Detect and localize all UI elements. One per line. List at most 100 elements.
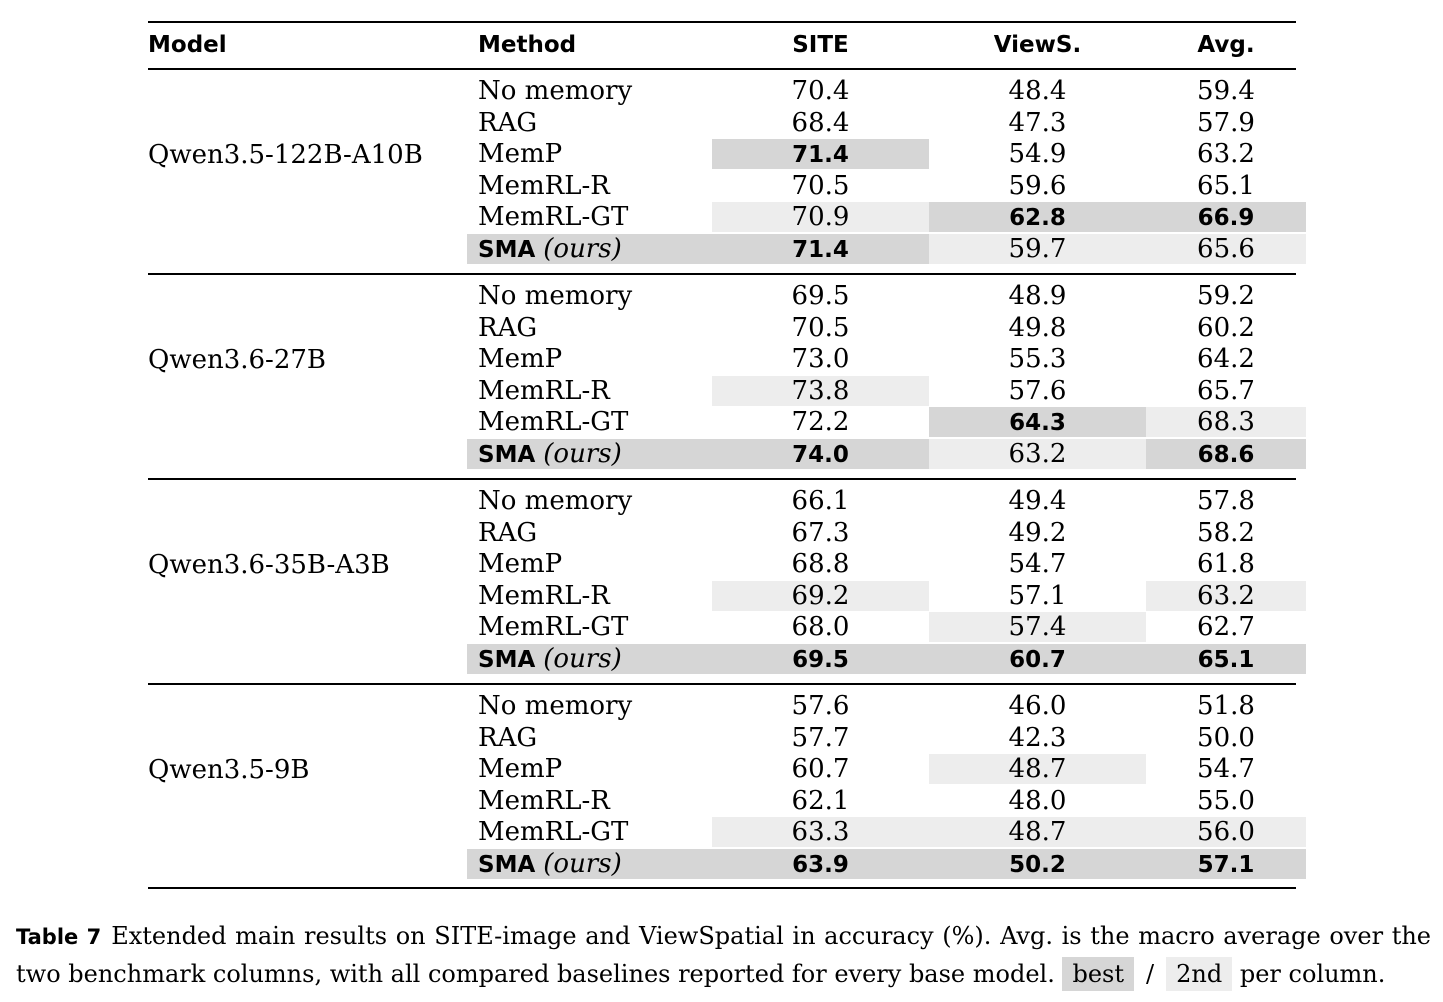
- site-value: 71.4: [712, 139, 929, 170]
- site-value-text: 69.2: [791, 580, 850, 611]
- table-bottom-rule: [148, 887, 1296, 889]
- views-value: 57.4: [929, 612, 1146, 643]
- views-value-text: 42.3: [1008, 722, 1067, 753]
- method-cell: MemP: [478, 549, 563, 580]
- site-value-text: 60.7: [791, 754, 850, 785]
- model-name: Qwen3.5-122B-A10B: [148, 140, 423, 170]
- avg-value: 55.0: [1146, 786, 1306, 816]
- views-value-text: 48.0: [1008, 785, 1067, 816]
- site-value-text: 70.4: [791, 76, 850, 106]
- site-value: 63.9: [712, 849, 929, 879]
- avg-value-text: 64.2: [1197, 344, 1255, 375]
- method-cell: RAG: [478, 107, 538, 138]
- site-value: 73.8: [712, 375, 929, 406]
- method-cell: MemP: [478, 344, 563, 375]
- method-cell: No memory: [478, 486, 633, 516]
- views-value: 50.2: [929, 849, 1146, 879]
- avg-value: 66.9: [1146, 202, 1306, 233]
- views-value: 49.8: [929, 313, 1146, 343]
- method-suffix: (ours): [543, 849, 622, 879]
- site-value: 70.5: [712, 171, 929, 201]
- header-bottom-rule: [148, 68, 1296, 70]
- table-caption: Table 7 Extended main results on SITE-ima…: [16, 918, 1431, 993]
- views-value-text: 64.3: [1009, 410, 1066, 437]
- method-cell: SMA (ours): [467, 234, 712, 264]
- site-value: 70.9: [712, 202, 929, 233]
- avg-value-text: 58.2: [1197, 517, 1255, 548]
- avg-value-text: 66.9: [1197, 205, 1255, 232]
- avg-value: 57.9: [1146, 108, 1306, 138]
- method-cell: No memory: [478, 691, 633, 721]
- views-value: 55.3: [929, 344, 1146, 374]
- method-cell: MemRL-R: [478, 580, 610, 611]
- legend-best: best: [1062, 957, 1135, 991]
- site-value: 70.4: [712, 76, 929, 106]
- site-value: 68.0: [712, 612, 929, 642]
- views-value: 54.7: [929, 549, 1146, 579]
- model-name: Qwen3.6-35B-A3B: [148, 550, 390, 580]
- views-value-text: 59.7: [1008, 234, 1067, 264]
- method-cell: MemRL-R: [478, 375, 610, 406]
- views-value: 46.0: [929, 691, 1146, 721]
- method-suffix: (ours): [543, 644, 622, 674]
- views-value: 48.9: [929, 281, 1146, 311]
- method-cell: MemRL-R: [478, 785, 610, 816]
- avg-value-text: 63.2: [1197, 580, 1255, 611]
- site-value: 74.0: [712, 439, 929, 469]
- views-value: 59.6: [929, 171, 1146, 201]
- site-value: 66.1: [712, 486, 929, 516]
- views-value-text: 57.1: [1008, 580, 1067, 611]
- avg-value: 68.3: [1146, 407, 1306, 438]
- site-value-text: 74.0: [792, 442, 849, 468]
- method-cell: No memory: [478, 76, 633, 106]
- avg-value-text: 65.7: [1197, 375, 1255, 406]
- header-views: ViewS.: [993, 32, 1082, 58]
- site-value: 73.0: [712, 344, 929, 374]
- site-value: 69.2: [712, 580, 929, 611]
- avg-value-text: 57.9: [1197, 107, 1255, 138]
- header-avg: Avg.: [1197, 32, 1255, 58]
- views-value-text: 48.7: [1008, 754, 1067, 785]
- site-value: 72.2: [712, 407, 929, 437]
- group-separator-rule: [148, 478, 1296, 480]
- avg-value: 65.1: [1146, 171, 1306, 201]
- avg-value-text: 56.0: [1197, 817, 1255, 848]
- method-label: SMA: [478, 647, 536, 673]
- avg-value: 51.8: [1146, 691, 1306, 721]
- avg-value: 65.1: [1146, 644, 1306, 674]
- views-value: 48.7: [929, 754, 1146, 785]
- views-value: 54.9: [929, 139, 1146, 169]
- avg-value: 59.2: [1146, 281, 1306, 311]
- avg-value: 54.7: [1146, 754, 1306, 784]
- views-value: 62.8: [929, 202, 1146, 233]
- avg-value: 63.2: [1146, 139, 1306, 169]
- site-value: 70.5: [712, 313, 929, 343]
- site-value: 63.3: [712, 817, 929, 848]
- avg-value-text: 51.8: [1197, 691, 1255, 721]
- avg-value-text: 54.7: [1197, 754, 1255, 785]
- avg-value: 50.0: [1146, 723, 1306, 753]
- header-site: SITE: [792, 32, 849, 58]
- avg-value-text: 57.8: [1197, 486, 1255, 516]
- site-value-text: 69.5: [792, 647, 849, 673]
- site-value: 69.5: [712, 281, 929, 311]
- method-cell: RAG: [478, 312, 538, 343]
- method-label: SMA: [478, 237, 536, 263]
- avg-value: 65.7: [1146, 376, 1306, 406]
- site-value-text: 68.4: [791, 107, 850, 138]
- avg-value-text: 61.8: [1197, 549, 1255, 580]
- site-value-text: 57.6: [791, 691, 850, 721]
- site-value-text: 67.3: [791, 517, 850, 548]
- table-top-rule: [148, 21, 1296, 23]
- avg-value: 64.2: [1146, 344, 1306, 374]
- views-value: 42.3: [929, 723, 1146, 753]
- views-value-text: 49.8: [1008, 312, 1067, 343]
- views-value: 49.2: [929, 518, 1146, 548]
- legend-tail: per column.: [1239, 960, 1386, 988]
- avg-value: 56.0: [1146, 817, 1306, 848]
- model-name: Qwen3.6-27B: [148, 345, 327, 375]
- method-cell: RAG: [478, 517, 538, 548]
- views-value: 59.7: [929, 234, 1146, 264]
- views-value-text: 62.8: [1009, 205, 1066, 232]
- method-cell: MemP: [478, 754, 563, 785]
